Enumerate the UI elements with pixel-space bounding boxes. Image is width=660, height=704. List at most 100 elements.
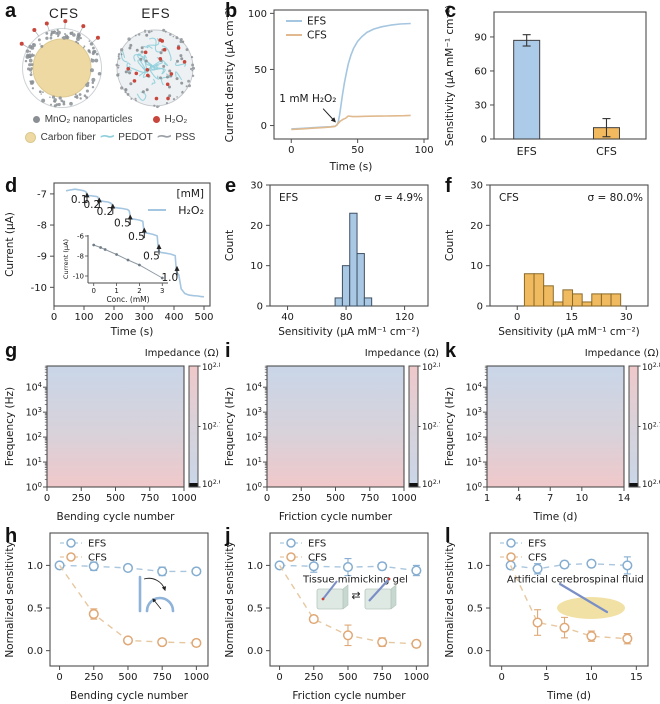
y-axis: 0.0 0.5 1.0 [247, 561, 270, 657]
hist-bar [523, 273, 535, 307]
annotation-text: Tissue mimicking gel [302, 574, 408, 585]
x-tick-label: 750 [140, 493, 159, 504]
y-axis-label: Normalized sensitivity [224, 541, 236, 657]
markers-EFS [54, 560, 202, 577]
colorbar-tick-label: 102.7 [642, 421, 660, 432]
x-axis-label: Bending cycle number [56, 511, 175, 523]
x-tick-label: 5 [543, 672, 549, 683]
mno2-particle [140, 50, 144, 54]
y-tick-label: 30 [474, 100, 487, 111]
mno2-particle [124, 70, 128, 74]
y-tick-label: 0 [261, 121, 267, 132]
x-axis: 0 100 200 300 400 500 [51, 306, 214, 323]
y-tick-label: 100 [26, 481, 42, 494]
series-CFS [291, 114, 411, 131]
panel-c: 0 30 60 90 Sensitivity (μA mM⁻¹ cm⁻²) EFS CFS … [440, 0, 660, 175]
x-tick-label: 30 [620, 312, 633, 323]
legend-label-CFS: CFS [308, 553, 327, 564]
annotation-arrow [322, 108, 336, 123]
inset-x-label: Conc. (mM) [106, 295, 149, 304]
inset-y-tick: -10 [73, 273, 84, 281]
panel-l: 0 5 10 15 0.0 0.5 1.0 Time (d) Normalized sensit… [440, 525, 660, 704]
cfs-outline [22, 28, 102, 108]
panel-letter-b: b [225, 0, 238, 22]
y-axis: 0 50 100 [248, 9, 274, 132]
x-tick-label: 10 [575, 493, 588, 504]
y-axis-label: Sensitivity (μA mM⁻¹ cm⁻²) [444, 5, 456, 147]
pedot-strand [136, 91, 147, 101]
y-tick-label: 10 [250, 261, 263, 272]
mno2-particle [144, 59, 148, 63]
colorbar [409, 366, 418, 487]
x-tick-label: 500 [326, 493, 345, 504]
y-tick-label: 0.0 [247, 646, 263, 657]
y-axis-label: Count [224, 230, 236, 261]
y-tick-label: 103 [26, 406, 42, 419]
panel-letter-h: h [5, 525, 18, 547]
mno2-particle [180, 81, 184, 85]
mno2-particle [175, 59, 179, 63]
panel-b: 0 50 100 0 50 100 Time (s) Current density (μA … [220, 0, 440, 175]
inset-point [115, 253, 118, 256]
y-axis: 0 10 20 30 [250, 181, 270, 313]
y-tick-label: 100 [466, 481, 482, 494]
axis-frame [486, 365, 625, 488]
y-tick-label: 104 [246, 381, 262, 394]
x-tick-label: 1000 [391, 493, 416, 504]
mno2-particle [129, 82, 133, 86]
panel-e-chart: 40 80 120 0 10 20 30 Sensitivity (μA mM⁻¹ cm⁻²)… [224, 181, 429, 338]
mno2-particle [175, 77, 179, 81]
pss-wave-icon: ∼ [155, 128, 173, 145]
pedot-strand [143, 45, 153, 50]
x-tick-label: 500 [338, 672, 357, 683]
panel-letter-f: f [445, 175, 452, 197]
panel-c-chart: 0 30 60 90 Sensitivity (μA mM⁻¹ cm⁻²) EFS CFS [444, 5, 647, 158]
colorbar-underflow [629, 483, 638, 487]
panel-letter-e: e [225, 175, 237, 197]
efs-shell-speckles [115, 28, 196, 109]
colorbar [189, 366, 198, 487]
x-tick-label: 1 [484, 493, 490, 504]
mno2-particle [140, 46, 144, 50]
y-axis-label: Frequency (Hz) [444, 387, 456, 466]
y-axis: 0 30 60 90 [474, 32, 494, 146]
x-tick-label: 1000 [171, 493, 196, 504]
y-tick-label: 90 [474, 32, 487, 43]
x-tick-label: 0 [56, 672, 62, 683]
carbon-fiber-icon [24, 131, 36, 143]
x-tick-label: 100 [414, 145, 433, 156]
h2o2-particle [169, 72, 174, 76]
mno2-particle [158, 76, 162, 80]
x-axis-label: Sensitivity (μA mM⁻¹ cm⁻²) [278, 326, 420, 338]
legend-label-EFS: EFS [308, 539, 326, 550]
mno2-particle [180, 57, 184, 61]
y-tick-label: 1.0 [247, 561, 263, 572]
inset-x-tick: 0 [91, 287, 95, 295]
legend-label-EFS: EFS [88, 539, 106, 550]
legend-label-mno2: MnO₂ nanoparticles [44, 113, 133, 125]
mno2-particle [145, 88, 149, 92]
cfs-h2o2-pins [19, 19, 100, 49]
step-label: 0.5 [128, 231, 145, 243]
error-bar-EFS [522, 34, 531, 47]
x-tick-label: 750 [373, 672, 392, 683]
inset-point [160, 276, 164, 280]
legend-row-1: MnO₂ nanoparticles H₂O₂ [0, 110, 220, 128]
legend-label-CFS: CFS [88, 553, 107, 564]
hist-bar [363, 297, 373, 307]
h2o2-particle [145, 73, 150, 78]
y-axis-label: Frequency (Hz) [4, 387, 16, 466]
x-tick-label: 250 [304, 672, 323, 683]
y-axis: 0.0 0.5 1.0 [27, 561, 50, 657]
hist-bar [562, 289, 574, 307]
x-tick-label: 300 [134, 312, 153, 323]
inset-y-label: Current (μA) [62, 239, 70, 279]
mno2-dot-icon [32, 115, 40, 123]
inset-y-tick: -6 [77, 233, 85, 241]
y-tick-label: 101 [466, 456, 482, 469]
panel-d: 0 100 200 300 400 500 -7 -8 -9 -10 Time (s) Current… [0, 175, 220, 340]
inset-x-tick: 2 [137, 287, 141, 295]
heatmap-surface [487, 366, 624, 487]
y-tick-label: 30 [470, 181, 483, 192]
